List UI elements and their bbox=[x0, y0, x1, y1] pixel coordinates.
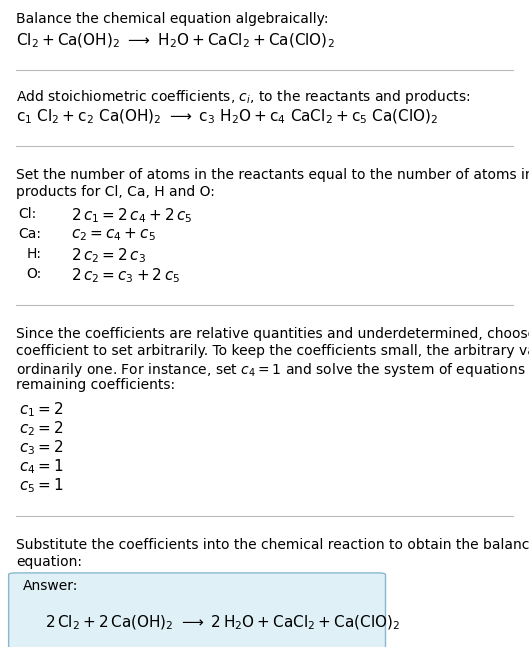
Text: Substitute the coefficients into the chemical reaction to obtain the balanced: Substitute the coefficients into the che… bbox=[16, 538, 529, 552]
Text: $c_2 = 2$: $c_2 = 2$ bbox=[19, 420, 63, 439]
Text: Add stoichiometric coefficients, $c_i$, to the reactants and products:: Add stoichiometric coefficients, $c_i$, … bbox=[16, 87, 470, 105]
Text: $c_1 = 2$: $c_1 = 2$ bbox=[19, 400, 63, 419]
Text: Ca:: Ca: bbox=[19, 226, 41, 241]
Text: Answer:: Answer: bbox=[23, 579, 78, 593]
Text: $c_4 = 1$: $c_4 = 1$ bbox=[19, 457, 63, 476]
Text: $\mathrm{2\,Cl_2 + 2\,Ca(OH)_2 \ \longrightarrow \ 2\,H_2O + CaCl_2 + Ca(ClO)_2}: $\mathrm{2\,Cl_2 + 2\,Ca(OH)_2 \ \longri… bbox=[45, 614, 400, 632]
Text: $c_3 = 2$: $c_3 = 2$ bbox=[19, 439, 63, 457]
Text: $\mathrm{c_1\ Cl_2 + c_2\ Ca(OH)_2 \ \longrightarrow \ c_3\ H_2O + c_4\ CaCl_2 +: $\mathrm{c_1\ Cl_2 + c_2\ Ca(OH)_2 \ \lo… bbox=[16, 107, 438, 126]
Text: equation:: equation: bbox=[16, 554, 82, 569]
Text: Set the number of atoms in the reactants equal to the number of atoms in the: Set the number of atoms in the reactants… bbox=[16, 168, 529, 182]
Text: Cl:: Cl: bbox=[19, 206, 37, 221]
Text: products for Cl, Ca, H and O:: products for Cl, Ca, H and O: bbox=[16, 184, 215, 199]
FancyBboxPatch shape bbox=[8, 573, 386, 647]
Text: ordinarily one. For instance, set $c_4 = 1$ and solve the system of equations fo: ordinarily one. For instance, set $c_4 =… bbox=[16, 360, 529, 378]
Text: coefficient to set arbitrarily. To keep the coefficients small, the arbitrary va: coefficient to set arbitrarily. To keep … bbox=[16, 344, 529, 358]
Text: Since the coefficients are relative quantities and underdetermined, choose a: Since the coefficients are relative quan… bbox=[16, 327, 529, 341]
Text: $2\,c_2 = c_3 + 2\,c_5$: $2\,c_2 = c_3 + 2\,c_5$ bbox=[71, 267, 180, 285]
Text: $c_5 = 1$: $c_5 = 1$ bbox=[19, 477, 63, 496]
Text: $\mathrm{Cl_2 + Ca(OH)_2 \ \longrightarrow \ H_2O + CaCl_2 + Ca(ClO)_2}$: $\mathrm{Cl_2 + Ca(OH)_2 \ \longrightarr… bbox=[16, 32, 334, 50]
Text: O:: O: bbox=[26, 267, 42, 281]
Text: $2\,c_2 = 2\,c_3$: $2\,c_2 = 2\,c_3$ bbox=[71, 247, 147, 265]
Text: $c_2 = c_4 + c_5$: $c_2 = c_4 + c_5$ bbox=[71, 226, 156, 243]
Text: remaining coefficients:: remaining coefficients: bbox=[16, 378, 175, 391]
Text: H:: H: bbox=[26, 247, 41, 261]
Text: $2\,c_1 = 2\,c_4 + 2\,c_5$: $2\,c_1 = 2\,c_4 + 2\,c_5$ bbox=[71, 206, 193, 225]
Text: Balance the chemical equation algebraically:: Balance the chemical equation algebraica… bbox=[16, 12, 329, 26]
